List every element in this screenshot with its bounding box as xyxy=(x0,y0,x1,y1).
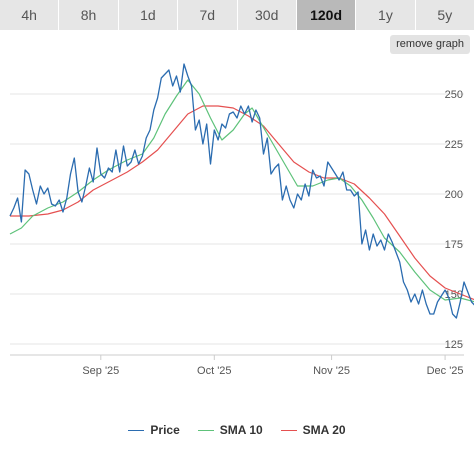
timeframe-tabs: 4h 8h 1d 7d 30d 120d 1y 5y xyxy=(0,0,474,30)
x-tick-label-2: Nov '25 xyxy=(313,365,350,377)
y-tick-label-125: 125 xyxy=(445,339,463,351)
legend-item-sma-10[interactable]: SMA 10 xyxy=(197,420,263,440)
legend-swatch-price xyxy=(128,429,145,431)
series-line-price xyxy=(9,63,474,319)
remove-graph-button[interactable]: remove graph xyxy=(390,35,470,54)
x-tick-label-1: Oct '25 xyxy=(197,365,232,377)
x-tick-label-0: Sep '25 xyxy=(82,365,119,377)
tab-4h[interactable]: 4h xyxy=(0,0,60,30)
legend-swatch-sma-20 xyxy=(280,429,297,431)
tab-5y[interactable]: 5y xyxy=(415,0,474,30)
y-tick-label-225: 225 xyxy=(445,139,463,151)
legend-label-sma-20: SMA 20 xyxy=(302,423,346,437)
tab-30d[interactable]: 30d xyxy=(237,0,297,30)
y-tick-label-200: 200 xyxy=(445,189,463,201)
x-tick-label-3: Dec '25 xyxy=(427,365,464,377)
y-tick-label-175: 175 xyxy=(445,239,463,251)
legend-item-price[interactable]: Price xyxy=(128,420,180,440)
tab-1y[interactable]: 1y xyxy=(356,0,416,30)
legend-label-price: Price xyxy=(150,423,180,437)
legend-swatch-sma-10 xyxy=(197,429,214,431)
tab-1d[interactable]: 1d xyxy=(118,0,179,30)
tab-7d[interactable]: 7d xyxy=(178,0,238,30)
legend-label-sma-10: SMA 10 xyxy=(219,423,263,437)
legend-item-sma-20[interactable]: SMA 20 xyxy=(280,420,346,440)
y-tick-label-250: 250 xyxy=(445,89,463,101)
tab-8h[interactable]: 8h xyxy=(59,0,119,30)
series-line-sma-20 xyxy=(10,105,474,301)
chart-legend: Price SMA 10 SMA 20 xyxy=(0,420,474,440)
tab-120d[interactable]: 120d xyxy=(296,0,357,30)
